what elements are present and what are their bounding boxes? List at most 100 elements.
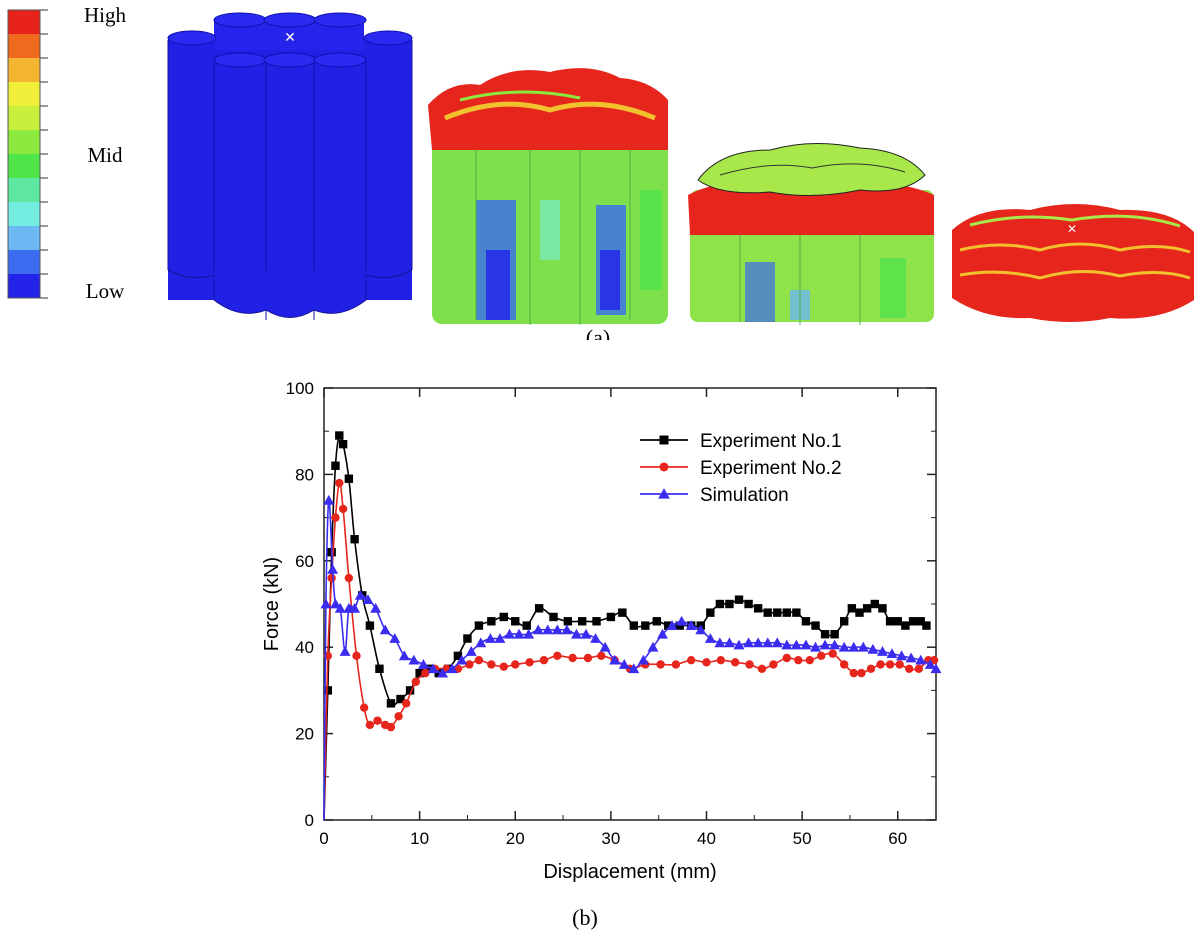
data-point-triangle: [362, 594, 374, 605]
data-point-triangle: [704, 633, 716, 643]
data-point-square: [323, 686, 333, 695]
series-simulation: [320, 494, 942, 821]
data-point-triangle: [446, 663, 458, 674]
data-point-triangle: [465, 646, 477, 656]
data-point-triangle: [551, 624, 563, 635]
data-point-triangle: [494, 633, 506, 643]
data-point-circle: [876, 660, 885, 669]
legend-item: Experiment No.1: [640, 431, 842, 452]
data-point-triangle: [752, 637, 764, 648]
data-point-circle: [386, 722, 396, 732]
data-point-circle: [338, 504, 348, 514]
data-point-triangle: [657, 628, 668, 639]
data-point-circle: [359, 703, 369, 712]
panel-b-label: (b): [572, 905, 598, 930]
data-point-triangle: [810, 641, 821, 652]
scale-swatch: [8, 154, 40, 178]
data-point-triangle: [695, 624, 707, 635]
scale-swatch: [8, 10, 40, 34]
data-point-triangle: [676, 615, 688, 626]
data-point-circle: [730, 658, 740, 667]
data-point-square: [344, 474, 354, 483]
data-point-triangle: [800, 639, 812, 650]
data-point-circle: [553, 651, 562, 661]
data-point-circle: [641, 660, 650, 669]
data-point-circle: [421, 668, 430, 678]
data-point-square: [675, 621, 684, 630]
data-point-circle: [335, 478, 344, 488]
data-point-square: [396, 694, 405, 704]
data-point-square: [592, 617, 601, 626]
data-point-square: [549, 612, 558, 622]
data-point-square: [641, 621, 650, 630]
data-point-triangle: [456, 654, 468, 665]
data-point-square: [434, 668, 443, 678]
data-point-square: [474, 621, 484, 630]
data-point-triangle: [427, 663, 439, 674]
y-tick-label: 80: [295, 465, 314, 484]
legend-item: Simulation: [640, 485, 789, 506]
data-point-triangle: [867, 643, 879, 654]
data-point-square: [715, 599, 725, 609]
plot-area: [323, 387, 937, 821]
data-point-square: [885, 617, 895, 626]
data-point-circle: [924, 655, 933, 665]
scale-swatch: [8, 58, 40, 82]
data-point-circle: [373, 716, 382, 725]
data-point-triangle: [857, 641, 869, 652]
data-point-circle: [583, 653, 593, 663]
data-point-square: [664, 621, 673, 630]
data-point-square: [618, 608, 627, 617]
scale-mid-label: Mid: [87, 143, 123, 167]
data-point-triangle: [886, 648, 898, 659]
data-point-square: [331, 461, 340, 470]
data-point-square: [830, 630, 839, 639]
data-point-triangle: [475, 637, 487, 648]
data-point-circle: [474, 655, 484, 665]
data-point-square: [358, 591, 367, 600]
data-point-triangle: [647, 641, 659, 652]
data-point-square: [725, 599, 734, 609]
data-point-circle: [794, 655, 803, 665]
data-point-circle: [568, 653, 577, 663]
data-point-square: [734, 595, 744, 604]
x-axis-label: Displacement (mm): [543, 861, 716, 883]
data-point-square: [696, 621, 705, 630]
data-point-square: [840, 617, 849, 626]
data-point-circle: [381, 720, 390, 730]
data-point-square: [453, 651, 463, 661]
data-point-triangle: [408, 654, 420, 665]
y-axis-label: Force (kN): [261, 557, 283, 651]
data-point-circle: [782, 653, 792, 663]
scale-swatch: [8, 202, 40, 226]
center-mark-icon: ✕: [1067, 222, 1077, 236]
data-point-circle: [323, 651, 333, 661]
data-point-circle: [745, 660, 754, 669]
scale-swatch: [8, 82, 40, 106]
legend-label: Simulation: [700, 485, 789, 506]
data-point-triangle: [723, 637, 735, 648]
data-point-triangle: [542, 624, 554, 635]
data-point-triangle: [924, 659, 936, 669]
data-point-square: [792, 608, 801, 617]
data-point-triangle: [599, 641, 611, 652]
data-point-triangle: [417, 659, 429, 669]
legend-label: Experiment No.1: [700, 431, 842, 452]
data-point-triangle: [609, 654, 621, 665]
data-point-square: [916, 617, 925, 626]
data-point-circle: [539, 655, 549, 665]
deformed-model-stage-3: [688, 143, 934, 325]
data-point-square: [744, 599, 753, 609]
data-point-triangle: [339, 646, 351, 656]
deformed-model-stage-2: [428, 68, 668, 325]
data-point-circle: [656, 660, 665, 669]
panel-a-label: (a): [586, 325, 610, 340]
data-point-square: [706, 608, 715, 617]
series-line: [323, 482, 935, 821]
data-point-square: [405, 686, 415, 695]
data-point-triangle: [930, 663, 942, 674]
scale-border: [7, 9, 41, 299]
data-point-circle: [327, 573, 336, 583]
data-point-circle: [757, 664, 767, 673]
scale-swatch: [8, 130, 40, 154]
